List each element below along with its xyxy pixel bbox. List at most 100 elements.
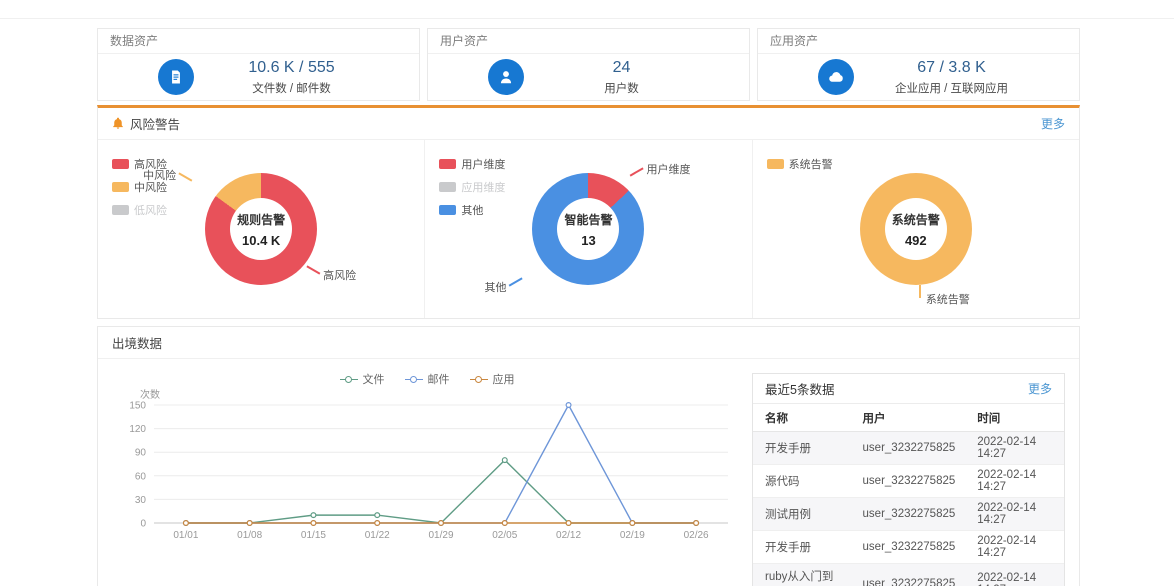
donut-center-title: 智能告警	[564, 212, 613, 227]
stat-card-data-assets: 数据资产 10.6 K / 555 文件数 / 邮件数	[97, 28, 420, 101]
donut-wrap: 规则告警 10.4 K 中风险 高风险	[143, 170, 356, 285]
recent-more-link[interactable]: 更多	[1027, 382, 1052, 396]
svg-text:02/26: 02/26	[684, 530, 709, 541]
table-row: 开发手册 user_3232275825 2022-02-14 14:27	[753, 431, 1064, 465]
page-top-divider	[0, 18, 1174, 19]
legend-label: 低风险	[134, 205, 167, 217]
outbound-data-section: 出境数据 文件 邮件 应用 0 30 60 90 120 150 次数 01/01 01/08 01/…	[97, 326, 1080, 586]
donut-center-title: 系统告警	[891, 212, 940, 227]
line-legend-marker-icon	[404, 375, 423, 383]
line-chart: 文件 邮件 应用 0 30 60 90 120 150 次数 01/01 01/08 01/15 01/…	[112, 363, 752, 586]
legend-label: 应用维度	[461, 182, 506, 194]
stat-label: 企业应用 / 互联网应用	[894, 82, 1009, 95]
table-cell: 2022-02-14 14:27	[977, 572, 1037, 586]
donut-legend-item[interactable]: 低风险	[112, 202, 167, 218]
table-row: 源代码 user_3232275825 2022-02-14 14:27	[753, 464, 1064, 498]
table-cell: 开发手册	[753, 530, 851, 564]
line-chart-legend: 文件 邮件 应用	[112, 363, 742, 389]
line-legend-item[interactable]: 应用	[469, 371, 515, 387]
donut-center-value: 10.4 K	[242, 232, 281, 248]
document-icon	[158, 59, 194, 95]
donut-center-value: 13	[581, 232, 596, 248]
donut-ring[interactable]: 规则告警 10.4 K	[205, 173, 318, 285]
donut-chart-rule-alerts: 高风险 中风险 低风险 规则告警 10.4 K 中风险 高风险	[98, 140, 424, 318]
stats-row: 数据资产 10.6 K / 555 文件数 / 邮件数 用户资产	[97, 28, 1080, 101]
donut-callout-label: 系统告警	[918, 285, 970, 307]
donut-wrap: 系统告警 492 系统告警	[859, 173, 972, 306]
table-cell: 源代码	[753, 464, 851, 498]
donut-legend-item[interactable]: 应用维度	[439, 179, 505, 195]
recent-table-header-row: 名称 用户 时间	[753, 404, 1064, 432]
recent-table-column-header: 时间	[965, 404, 1064, 432]
donut-center: 规则告警 10.4 K	[230, 198, 293, 260]
donut-legend-item[interactable]: 高风险	[112, 156, 167, 172]
stat-label: 用户数	[604, 82, 639, 95]
table-cell: user_3232275825	[850, 431, 966, 465]
svg-text:01/22: 01/22	[365, 530, 390, 541]
legend-swatch-icon	[112, 205, 129, 215]
card-title: 用户资产	[428, 29, 749, 54]
stat-value: 67 / 3.8 K	[917, 58, 986, 76]
table-row: ruby从入门到精通 user_3232275825 2022-02-14 14:2…	[753, 563, 1064, 586]
legend-label: 系统告警	[788, 159, 833, 171]
table-cell: 开发手册	[753, 431, 851, 465]
svg-text:60: 60	[135, 471, 147, 482]
donut-legend: 高风险中风险低风险	[112, 156, 167, 225]
outbound-section-title: 出境数据	[112, 337, 163, 351]
legend-swatch-icon	[439, 205, 457, 215]
table-cell: 测试用例	[753, 497, 851, 531]
recent-table-column-header: 用户	[850, 404, 966, 432]
donut-center-title: 规则告警	[237, 212, 286, 227]
donut-legend-item[interactable]: 其他	[439, 202, 505, 218]
line-legend-label: 邮件	[427, 374, 450, 386]
table-cell: 2022-02-14 14:27	[965, 497, 1064, 531]
table-row: 测试用例 user_3232275825 2022-02-14 14:27	[753, 497, 1064, 531]
donut-legend: 用户维度应用维度其他	[439, 156, 505, 225]
svg-text:30: 30	[135, 495, 147, 506]
line-legend-item[interactable]: 邮件	[404, 371, 450, 387]
donut-legend-item[interactable]: 中风险	[112, 179, 167, 195]
stat-card-user-assets: 用户资产 24 用户数	[427, 28, 750, 101]
donut-ring[interactable]: 系统告警 492	[859, 173, 972, 285]
donut-center-value: 492	[904, 232, 927, 248]
recent-card-header: 最近5条数据 更多	[753, 374, 1064, 404]
line-legend-item[interactable]: 文件	[339, 371, 385, 387]
donut-center: 系统告警 492	[884, 198, 947, 260]
table-row: 开发手册 user_3232275825 2022-02-14 14:27	[753, 530, 1064, 564]
svg-text:0: 0	[140, 519, 146, 530]
card-title: 数据资产	[98, 29, 419, 54]
risk-section-title: 风险警告	[130, 118, 181, 132]
svg-text:02/19: 02/19	[620, 530, 645, 541]
stat-value: 10.6 K / 555	[248, 58, 335, 76]
legend-label: 中风险	[134, 182, 167, 194]
outbound-section-header: 出境数据	[98, 327, 1079, 359]
stat-label: 文件数 / 邮件数	[252, 82, 331, 95]
svg-text:次数: 次数	[140, 389, 160, 401]
donut-legend-item[interactable]: 系统告警	[766, 156, 833, 172]
risk-warning-section: 风险警告 更多 高风险 中风险 低风险 规则告警 10.4 K 中风险 高风险	[97, 105, 1080, 319]
donut-ring[interactable]: 智能告警 13	[532, 173, 645, 285]
donut-wrap: 智能告警 13 用户维度 其他	[484, 164, 690, 294]
line-legend-label: 应用	[492, 374, 515, 386]
legend-swatch-icon	[766, 159, 784, 169]
recent-data-card: 最近5条数据 更多 名称 用户 时间 开发手册 user_3232275825 2022…	[752, 373, 1065, 586]
line-legend-marker-icon	[469, 375, 488, 383]
svg-text:120: 120	[129, 424, 146, 435]
legend-label: 用户维度	[461, 159, 506, 171]
svg-text:01/15: 01/15	[301, 530, 326, 541]
bell-icon	[112, 117, 124, 130]
donut-callout-label: 其他	[484, 277, 523, 295]
svg-text:02/05: 02/05	[492, 530, 517, 541]
donut-legend: 系统告警	[766, 156, 833, 179]
legend-label: 其他	[461, 205, 484, 217]
svg-text:90: 90	[135, 448, 147, 459]
card-title: 应用资产	[758, 29, 1079, 54]
dashboard-content: 数据资产 10.6 K / 555 文件数 / 邮件数 用户资产	[97, 28, 1080, 586]
stat-value: 24	[612, 58, 631, 76]
table-cell: 2022-02-14 14:27	[965, 530, 1064, 564]
risk-section-header: 风险警告 更多	[98, 108, 1079, 140]
donut-legend-item[interactable]: 用户维度	[439, 156, 505, 172]
svg-text:01/29: 01/29	[428, 530, 453, 541]
risk-more-link[interactable]: 更多	[1040, 117, 1065, 131]
